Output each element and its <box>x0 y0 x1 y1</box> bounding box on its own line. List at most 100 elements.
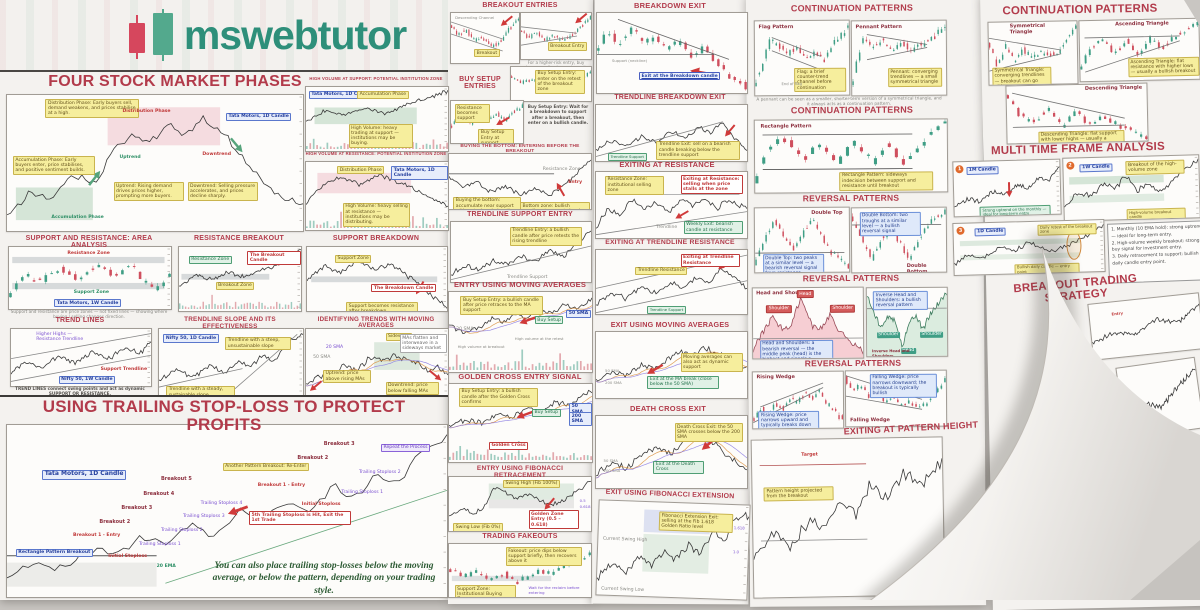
annotation-y: Uptrend: Rising demand drives prices hig… <box>114 182 184 201</box>
sec-trendline-breakdown-exit: TRENDLINE BREAKDOWN EXIT <box>605 94 735 103</box>
annotation-y: Buy Setup Entry: a bullish candle after … <box>460 296 542 315</box>
annotation-b: Nifty 50, 1W Candle <box>59 376 116 384</box>
annotation-d: Breakout 3 <box>121 506 152 512</box>
annotation-gy: Resistance Zone <box>543 167 581 172</box>
annotation-gt: Uptrend <box>119 155 140 160</box>
annotation-y: Accumulation Phase <box>357 91 408 99</box>
annotation-r: Breakout 1 - Entry <box>73 533 120 538</box>
annotation-g: Weekly Exit: bearish candle at resistanc… <box>684 221 743 235</box>
annotation-y: Breakout of the high-volume zone <box>1125 160 1184 175</box>
annotation-r: Support Trendline <box>101 367 147 372</box>
phases-chart: Distribution Phase: Early buyers sell, d… <box>6 94 304 232</box>
annotation-y: Breakout Zone <box>216 282 255 290</box>
annotation-b: Tata Motors, 1W Candle <box>54 299 121 307</box>
annotation-rb: 5th Trailing Stoploss is Hit, Exit the 1… <box>249 511 351 525</box>
sec-continuation-3: CONTINUATION PATTERNS <box>995 4 1165 20</box>
annotation-y: Breakout <box>474 49 500 57</box>
annotation-y: Buy Setup Entry at support <box>478 129 513 144</box>
annotation-y: Daily retest of the breakout zone <box>1037 223 1096 236</box>
annotation-bu: Exit at the Breakdown candle <box>639 72 720 80</box>
sec-continuation-1: CONTINUATION PATTERNS <box>782 4 922 16</box>
annotation-y: Bottom zone: bullish candles at support … <box>520 202 590 210</box>
annotation-y: Another Pattern Breakout: Re-Enter <box>223 463 309 471</box>
annotation-r: Initial Stoploss <box>302 502 341 507</box>
annotation-y: Uptrend: price above rising MAs <box>323 370 371 384</box>
annotation-badge: 1 <box>955 165 963 173</box>
annotation-gt: Support Zone <box>74 290 109 295</box>
annotation-gy: 200 SMA <box>604 469 621 473</box>
annotation-y: Pattern height projected from the breako… <box>764 486 834 501</box>
annotation-p: 1.618 <box>734 526 745 531</box>
annotation-rc: Shoulder <box>766 305 792 313</box>
annotation-rc: Shoulder <box>830 304 856 312</box>
annotation-y: Swing Low (Fib 0%) <box>453 523 503 531</box>
annotation-y: Accumulation Phase: Early buyers enter, … <box>13 156 95 175</box>
buy-setup-caption: Buy Setup Entry: Wait for a breakdown to… <box>526 104 590 138</box>
annotation-y: Resistance becomes support <box>455 104 490 123</box>
annotation-bn: Double Bottom: two troughs at a similar … <box>859 212 921 237</box>
annotation-y: Support Zone: Institutional Buying Zone <box>455 585 517 598</box>
annotation-gy: 50 SMA <box>604 459 618 463</box>
sec-reversal-2: REVERSAL PATTERNS <box>795 274 907 285</box>
sec-death-cross: DEATH CROSS EXIT <box>618 405 718 414</box>
annotation-g: Trendline Support <box>647 306 685 313</box>
annotation-rb: Exiting at Trendline Resistance <box>681 254 740 268</box>
annotation-b: 1D Candle <box>974 227 1006 236</box>
exit-ma-chart: Moving averages can also act as dynamic … <box>595 331 748 399</box>
annotation-d: Breakout 4 <box>143 492 174 498</box>
annotation-p: 20 SMA <box>326 345 343 350</box>
annotation-gy: High volume at breakout <box>458 345 505 349</box>
sr-caption: Support and resistance are price zones —… <box>8 309 170 317</box>
annotation-b: 50 SMA <box>566 310 590 318</box>
annotation-y: Trendline Entry: a bullish candle after … <box>510 227 582 246</box>
annotation-gy: Trendline Support <box>507 275 547 280</box>
annotation-y: Bullish daily candle — entry point <box>1014 262 1079 275</box>
annotation-d: Flag Pattern <box>759 25 794 31</box>
sec-hv-support: HIGH VOLUME AT SUPPORT: POTENTIAL INSTIT… <box>305 77 447 85</box>
annotation-gy: Support (neckline) <box>612 59 647 63</box>
golden-cross-chart: Buy Setup Entry: a bullish candle after … <box>448 383 593 463</box>
annotation-y: Moving averages can also act as dynamic … <box>681 353 743 372</box>
annotation-y: Trendline Exit: sell on a bearish candle… <box>656 141 740 160</box>
buy-setup-chart-1: Buy Setup Entry: enter on the retest of … <box>510 66 592 102</box>
annotation-p: Trailing Stoploss 3 <box>183 514 225 519</box>
annotation-gy: 50 SMA <box>605 369 619 373</box>
annotation-y: Trendline Resistance <box>635 267 687 275</box>
annotation-y: Trendline with a steep, unsustainable sl… <box>225 337 290 351</box>
breakout-strategy-fragment-1: Entry <box>1087 292 1200 360</box>
annotation-gy: 20 SMA <box>456 327 473 332</box>
entry-ma-chart: Buy Setup Entry: a bullish candle after … <box>448 291 593 373</box>
annotation-r: Downtrend <box>202 152 231 157</box>
annotation-r: Initial Stoploss <box>108 554 147 559</box>
annotation-g: Buy Setup <box>535 316 564 324</box>
annotation-gc: Shoulder <box>920 331 944 337</box>
sec-phases: FOUR STOCK MARKET PHASES <box>10 74 340 92</box>
annotation-d: Inverse Head and Shoulders <box>872 349 922 357</box>
annotation-w: MAs flatten and interweave in a sideways… <box>400 334 448 353</box>
annotation-y: Buy Setup Entry: enter on the retest of … <box>535 70 585 94</box>
sec-buy-bottom: BUYING THE BOTTOM: ENTERING BEFORE THE B… <box>452 144 588 152</box>
annotation-g: Trendline Support <box>608 153 646 160</box>
annotation-r: Resistance Zone <box>67 251 110 256</box>
annotation-gy: 200 SMA <box>605 381 622 385</box>
annotation-g: Resistance Zone <box>189 256 232 264</box>
annotation-p: 1.0 <box>733 550 739 555</box>
trendline-breakdown-exit-chart: Trendline Exit: sell on a bearish candle… <box>595 104 748 162</box>
annotation-rb: Golden Cross <box>489 442 528 450</box>
annotation-r: Target <box>801 452 818 458</box>
annotation-y: Downtrend: price below falling MAs <box>386 382 439 396</box>
annotation-badge: 3 <box>956 226 964 234</box>
annotation-r: Entry <box>568 180 582 185</box>
mtf-daily-chart: 3 1D Candle Daily retest of the breakout z… <box>952 219 1105 276</box>
annotation-p: Trailing Stoploss 1 <box>139 542 181 547</box>
